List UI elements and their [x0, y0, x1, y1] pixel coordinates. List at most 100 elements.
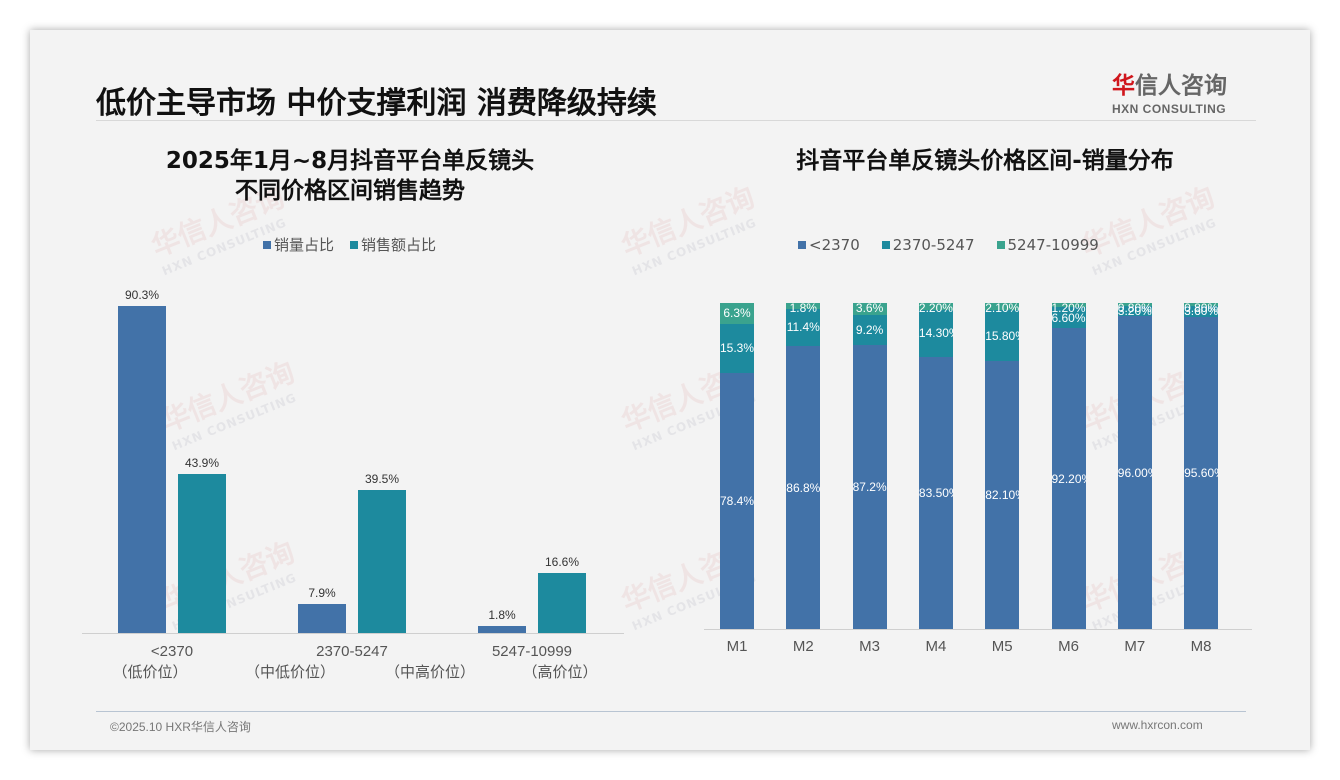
right-chart-title: 抖音平台单反镜头价格区间-销量分布 — [796, 148, 1174, 174]
bar-segment — [786, 346, 821, 629]
legend-label: 2370-5247 — [892, 236, 975, 254]
bar-revenue — [178, 474, 226, 633]
legend-item-volume: 销量占比 — [263, 234, 334, 255]
month-label: M6 — [1058, 638, 1079, 655]
bar-segment — [852, 314, 887, 345]
segment-value-label: 92.20% — [1051, 471, 1086, 486]
category-sublabel: （中低价位） — [244, 663, 335, 681]
bar-segment — [720, 323, 754, 374]
watermark-en: HXN CONSULTING — [629, 215, 759, 279]
watermark-en: HXN CONSULTING — [1089, 215, 1219, 279]
segment-value-label: 9.2% — [855, 322, 884, 337]
stacked-bar: 95.60% 3.60%0.80% — [1184, 301, 1219, 629]
category-sublabel: （低价位） — [112, 663, 188, 681]
bar-value-label: 1.8% — [488, 608, 516, 623]
stacked-bar: 92.20% 6.60%1.20% — [1051, 301, 1086, 629]
month-label: M8 — [1190, 638, 1212, 655]
left-chart-title-line1: 2025年1月~8月抖音平台单反镜头 — [165, 148, 535, 174]
bar-segment — [720, 303, 754, 324]
segment-value-label: 1.20% — [1051, 301, 1086, 315]
watermark-cn: 华信人咨询 — [616, 180, 760, 264]
segment-value-label: 6.3% — [723, 306, 751, 321]
bar-value-label: 16.6% — [544, 554, 580, 569]
month-label: M2 — [792, 638, 814, 655]
x-axis-line — [82, 633, 624, 634]
segment-value-label: 2.10% — [985, 301, 1020, 315]
logo-cn-red: 华 — [1112, 73, 1135, 99]
bar-segment — [1184, 303, 1219, 306]
category-sublabel: （中高价位） — [384, 663, 475, 681]
bar-segment — [786, 308, 821, 347]
title-divider — [96, 120, 1256, 121]
bar-revenue — [538, 572, 586, 633]
legend-label: 销售额占比 — [361, 236, 437, 254]
segment-value-label: 15.80% — [985, 328, 1019, 343]
segment-value-label: 6.60% — [1051, 310, 1086, 325]
legend-item-mid: 2370-5247 — [881, 236, 975, 254]
month-label: M5 — [991, 638, 1013, 655]
legend-item-low: <2370 — [798, 236, 860, 254]
bar-revenue — [358, 489, 406, 633]
bar-value-label: 90.3% — [124, 288, 160, 302]
bar-segment — [1051, 303, 1086, 307]
stacked-bar: 83.50% 14.30% 2.20% — [918, 301, 953, 629]
bar-segment — [1051, 306, 1086, 329]
month-label: M4 — [925, 638, 947, 655]
month-label: M3 — [859, 638, 881, 655]
bar-volume — [298, 604, 346, 633]
logo-cn: 华信人咨询 — [1112, 66, 1227, 100]
bar-segment — [852, 344, 887, 629]
segment-value-label: 3.6% — [855, 301, 884, 315]
segment-value-label: 96.00% — [1117, 465, 1152, 480]
watermark-en: HXN CONSULTING — [169, 390, 299, 454]
bar-volume — [118, 306, 166, 633]
legend-item-high: 5247-10999 — [996, 236, 1099, 254]
legend-swatch — [881, 241, 890, 249]
bar-segment — [918, 310, 953, 357]
segment-value-label: 0.80% — [1117, 301, 1152, 315]
segment-value-label: 0.80% — [1184, 301, 1219, 315]
category-label: 2370-5247 — [316, 643, 388, 660]
category-sublabel: （高价位） — [522, 663, 598, 681]
legend-swatch — [350, 240, 359, 249]
segment-value-label: 86.8% — [786, 480, 821, 495]
bar-segment — [1117, 305, 1152, 317]
logo-en: HXN CONSULTING — [1112, 102, 1227, 116]
month-label: M1 — [726, 638, 748, 655]
stacked-bar: 87.2% 9.2% 3.6% — [852, 301, 887, 629]
bar-segment — [1051, 328, 1086, 629]
stacked-bar: 96.00% 3.20%0.80% — [1117, 301, 1152, 629]
bar-volume — [478, 626, 526, 633]
bar-segment — [985, 309, 1020, 362]
segment-value-label: 11.4% — [786, 320, 820, 335]
bar-segment — [1184, 305, 1219, 318]
segment-value-label: 82.10% — [985, 488, 1019, 503]
bar-value-label: 39.5% — [364, 471, 400, 486]
logo-cn-rest: 信人咨询 — [1135, 73, 1227, 99]
segment-value-label: 95.60% — [1184, 466, 1218, 481]
logo: 华信人咨询 HXN CONSULTING — [1112, 66, 1227, 116]
segment-value-label: 83.50% — [918, 485, 953, 500]
stacked-bar: 82.10% 15.80% 2.10% — [985, 301, 1020, 629]
segment-value-label: 3.20% — [1117, 303, 1152, 318]
bar-segment — [1117, 303, 1152, 306]
x-axis-line — [704, 629, 1252, 630]
left-chart-title: 2025年1月~8月抖音平台单反镜头 不同价格区间销售趋势 — [100, 146, 600, 206]
bar-segment — [720, 373, 754, 629]
bar-segment — [985, 361, 1020, 629]
legend-label: 销量占比 — [274, 236, 335, 254]
segment-value-label: 78.4% — [720, 494, 754, 509]
bar-segment — [1117, 316, 1152, 629]
watermark-cn: 华信人咨询 — [156, 355, 300, 439]
bar-segment — [985, 303, 1020, 310]
legend-item-revenue: 销售额占比 — [350, 234, 436, 255]
footer-website: www.hxrcon.com — [1112, 718, 1203, 732]
legend-swatch — [996, 241, 1005, 249]
category-label: 5247-10999 — [491, 643, 573, 660]
legend-swatch — [798, 241, 806, 249]
legend-label: <2370 — [809, 236, 860, 254]
category-label: <2370 — [150, 643, 194, 660]
watermark-cn: 华信人咨询 — [156, 535, 300, 619]
